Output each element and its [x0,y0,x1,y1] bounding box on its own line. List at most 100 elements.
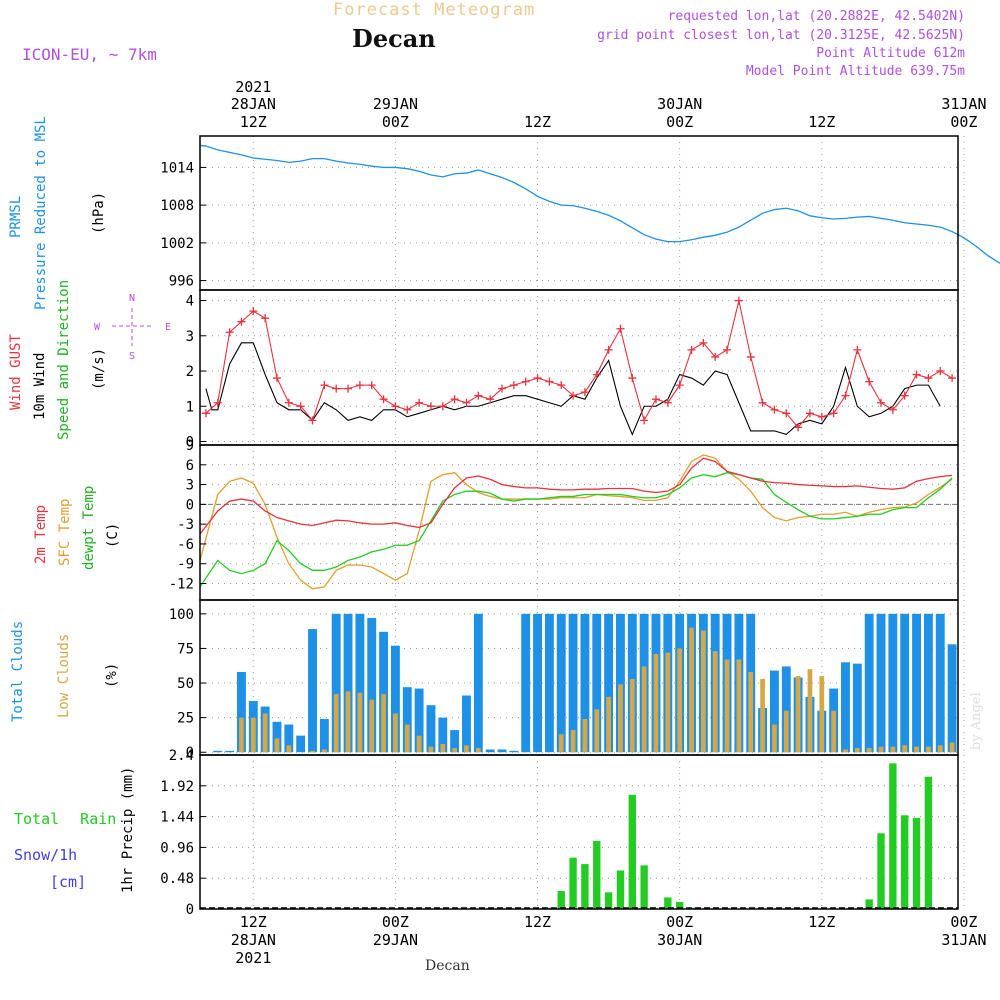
low-clouds-bar [795,676,801,753]
low-clouds-bar [712,651,718,753]
watermark: by Angel [969,692,984,750]
low-clouds-bar [677,648,683,753]
pressure-line [199,144,1000,264]
ytick-label: 50 [177,676,194,692]
top-axis-date: 29JAN [373,95,418,113]
low-clouds-bar [440,743,446,753]
compass-s: S [129,351,135,362]
wind-gust-marker [805,409,814,418]
wind-gust-marker [675,381,684,390]
wind-gust-marker [391,402,400,411]
total-clouds-bar [473,613,483,753]
low-clouds-bar [937,745,943,753]
low-clouds-bar [914,746,919,753]
wind-gust-label: Wind GUST [8,334,24,410]
pressure-label-2: Pressure Reduced to MSL [33,116,49,310]
ytick-label: 100 [169,607,194,623]
total-clouds-bar [509,750,519,753]
low-clouds-bar [381,694,386,753]
low-clouds-bar [606,696,611,753]
grid-layer [200,136,965,910]
wind-gust-marker [521,377,530,386]
wind-gust-marker [628,374,637,383]
ytick-label: 1.44 [160,810,194,826]
ytick-label: 1008 [160,198,194,214]
rain-bar [912,817,921,909]
wind-gust-marker [272,374,281,383]
total-clouds-bar [343,613,353,753]
footer-location: Decan [425,958,470,974]
wind-gust-marker [367,381,376,390]
wind-gust-marker [225,328,234,337]
temp-2m-label: 2m Temp [33,504,49,564]
total-clouds-bar [331,613,341,753]
wind-gust-marker [237,317,246,326]
wind-gust-marker [213,398,222,407]
snow-unit-label: [cm] [50,873,87,891]
snow-label: Snow/1h [14,846,78,864]
ytick-label: 2 [186,364,194,380]
rain-bar [676,901,684,909]
temp-dewpt-label: dewpt Temp [81,485,97,570]
clouds-unit: (%) [104,662,120,688]
low-clouds-bar [333,694,339,753]
rain-bar [604,892,613,909]
low-clouds-bar [760,678,765,753]
low-clouds-bar [689,627,694,753]
total-clouds-bar [485,749,495,753]
low-clouds-bar [831,710,837,753]
wind-gust-marker [592,370,601,379]
rain-bar [640,865,648,909]
model-altitude: Model Point Altitude 639.75m [745,64,965,79]
total-clouds-bar [237,671,246,753]
rain-bar [593,840,601,909]
temp-dewpt-line [199,472,953,588]
top-axis-hour: 00Z [666,113,693,131]
rain-bar [581,864,589,909]
wind-gust-marker [545,377,554,386]
bottom-axis-date: 29JAN [373,931,418,949]
total-clouds-bar [414,688,424,753]
low-clouds-bar [926,746,931,753]
wind-gust-marker [604,345,613,354]
bottom-axis-hour: 00Z [950,913,977,931]
wind-gust-marker [296,402,305,411]
wind-gust-marker [426,402,435,411]
total-clouds-bar [367,617,377,753]
total-clouds-bar [225,750,235,753]
low-clouds-bar [902,745,908,753]
low-clouds-bar [653,653,659,753]
compass-cross [112,308,154,346]
app-title: Forecast Meteogram [333,0,536,20]
total-clouds-bar [284,724,294,753]
top-axis-date: 30JAN [657,95,702,113]
total-clouds-bar [852,663,862,753]
low-clouds-bar [819,676,825,753]
wind-gust-marker [853,345,862,354]
low-clouds-bar [890,746,896,753]
ytick-label: -6 [177,537,194,553]
ytick-label: 0 [186,497,194,513]
ytick-label: 1.92 [160,779,194,795]
low-clouds-bar [452,748,458,753]
total-clouds-bar [900,613,910,753]
total-clouds-bar [923,613,933,753]
total-clouds-bar [533,613,542,753]
low-clouds-bar [854,748,860,753]
low-clouds-bar [321,749,327,753]
temp-2m-line [199,457,953,535]
ytick-label: 0 [186,434,194,450]
ytick-label: -9 [177,557,194,573]
wind-gust-marker [261,314,270,323]
total-clouds-bar [769,670,779,753]
panel-frame [199,444,959,601]
wind-gust-marker [332,384,341,393]
compass-n: N [129,293,135,304]
bottom-axis-year: 2021 [235,949,271,967]
low-clouds-bar [393,713,398,753]
total-clouds-bar [935,613,945,753]
total-clouds-bar [876,613,886,753]
low-clouds-bar [464,745,469,753]
ytick-label: -3 [177,517,194,533]
ytick-label: 0.96 [160,840,194,856]
